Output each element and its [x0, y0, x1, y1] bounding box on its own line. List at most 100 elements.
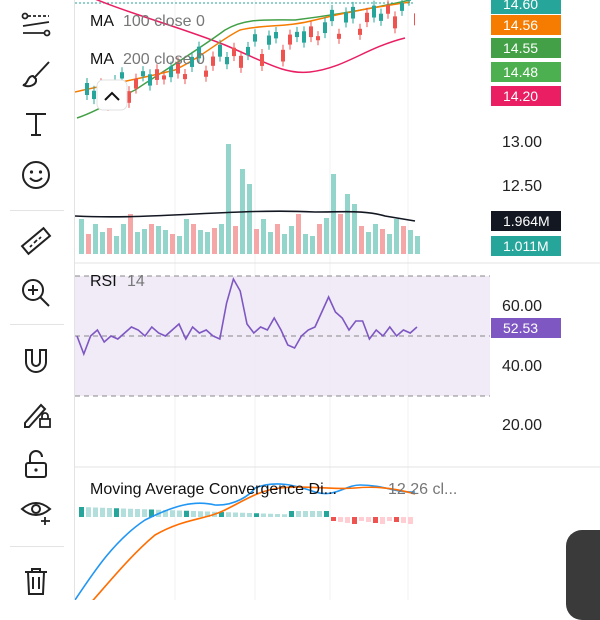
magnet-tool-button[interactable] [17, 342, 55, 380]
macd-histogram-bar [324, 511, 329, 517]
rsi-axis-tick: 20.00 [502, 417, 543, 434]
candle-body [176, 62, 180, 74]
candle-body [393, 16, 397, 29]
price-badge: 14.48 [491, 62, 561, 82]
volume-bar [114, 236, 119, 254]
macd-histogram-bar [254, 513, 259, 517]
candle-body [134, 78, 138, 89]
volume-bar [233, 226, 238, 254]
volume-bars [79, 144, 420, 254]
macd-histogram-bar [226, 512, 231, 517]
candle-body [379, 13, 383, 21]
volume-bar [184, 219, 189, 254]
volume-bar [100, 232, 105, 254]
brush-tool-button[interactable] [17, 55, 55, 93]
candle-body [162, 75, 166, 80]
volume-ma-badge: 1.964M [491, 211, 561, 231]
volume-bar [79, 219, 84, 254]
volume-bar [317, 224, 322, 254]
macd-histogram-bar [135, 509, 140, 517]
macd-histogram-bar [177, 510, 182, 517]
macd-histogram-bar [289, 511, 294, 517]
emoji-tool-button[interactable] [17, 156, 55, 194]
candle-body [190, 56, 194, 67]
trend-line-tool-button[interactable] [17, 6, 55, 44]
volume-bar [86, 234, 91, 254]
volume-bar [128, 214, 133, 254]
candle-body [211, 56, 215, 66]
price-badge: 14.56 [491, 15, 561, 35]
volume-bar [107, 228, 112, 254]
volume-bar [191, 224, 196, 254]
candle-body [92, 90, 96, 100]
candle-body [295, 31, 299, 38]
candle-body [204, 70, 208, 77]
hide-drawings-tool-button[interactable] [17, 492, 55, 530]
candle-body [372, 5, 376, 18]
candle-body [337, 33, 341, 39]
candle-body [148, 74, 152, 86]
macd-line [75, 483, 416, 600]
ma200-line [95, 0, 406, 74]
macd-signal-line [92, 486, 416, 600]
volume-bar [303, 234, 308, 254]
macd-histogram-bar [380, 517, 385, 524]
price-axis-tick: 12.50 [502, 178, 543, 195]
macd-histogram-bar [219, 512, 224, 517]
macd-histogram-bar [247, 513, 252, 517]
unlock-tool-button[interactable] [17, 445, 55, 483]
volume-bar [359, 226, 364, 254]
candle-body [344, 12, 348, 23]
chart-canvas[interactable]: MA 100 close 0 MA 200 close 0 RSI 14 Mov… [75, 0, 600, 600]
volume-bar [93, 224, 98, 254]
volume-bar [366, 232, 371, 254]
unlock-icon [25, 450, 47, 478]
volume-bar [289, 226, 294, 254]
candle-body [246, 46, 250, 56]
volume-bar [135, 232, 140, 254]
candle-body [169, 66, 173, 78]
macd-histogram-bar [149, 509, 154, 517]
macd-histogram-bar [345, 517, 350, 523]
macd-histogram-bar [142, 509, 147, 517]
rsi-axis-tick: 40.00 [502, 358, 543, 375]
macd-histogram-bar [282, 514, 287, 517]
delete-drawings-tool-button[interactable] [17, 562, 55, 600]
volume-ma-line [75, 210, 416, 222]
volume-bar [254, 229, 259, 254]
macd-histogram-bar [261, 513, 266, 517]
text-tool-button[interactable] [17, 104, 55, 142]
volume-bar [268, 232, 273, 254]
candle-body [330, 9, 334, 22]
macd-histogram-bar [296, 511, 301, 517]
collapse-legend-button[interactable] [96, 79, 128, 111]
brush-icon [22, 61, 50, 88]
volume-bar [212, 228, 217, 254]
volume-bar [275, 224, 280, 254]
macd-histogram-bar [338, 517, 343, 522]
volume-bar [149, 224, 154, 254]
macd-histogram-bar [100, 507, 105, 517]
volume-bar [415, 236, 420, 254]
candle-body [414, 13, 415, 26]
macd-histogram-bar [331, 517, 336, 521]
lock-drawing-tool-button[interactable] [17, 395, 55, 433]
emoji-icon [22, 161, 50, 189]
candle-body [197, 46, 201, 59]
macd-histogram-bar [86, 507, 91, 517]
price-badge: 14.55 [491, 38, 561, 58]
volume-bar [380, 229, 385, 254]
macd-histogram-bar [366, 517, 371, 522]
ma200-params: 200 close 0 [123, 51, 205, 68]
candle-body [351, 6, 355, 19]
rsi-pane [75, 275, 490, 397]
macd-histogram-bar [317, 511, 322, 517]
macd-params: 12 26 cl... [388, 481, 457, 498]
ruler-tool-button[interactable] [17, 222, 55, 260]
macd-histogram-bar [240, 512, 245, 517]
macd-histogram-bar [352, 517, 357, 524]
zoom-in-tool-button[interactable] [17, 274, 55, 312]
volume-bar [156, 226, 161, 254]
candle-body [407, 0, 411, 1]
candle-body [239, 55, 243, 68]
